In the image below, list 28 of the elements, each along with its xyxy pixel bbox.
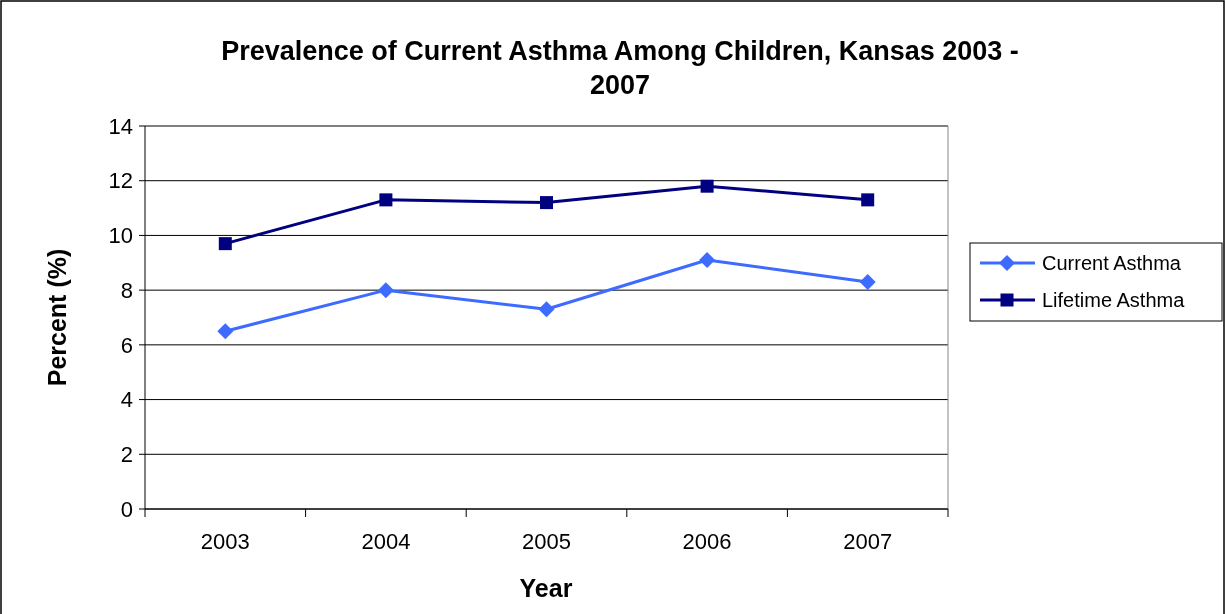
y-axis-title: Percent (%): [43, 248, 71, 387]
x-tick-label: 2007: [843, 529, 893, 554]
chart-title: Prevalence of Current Asthma Among Children, Kansas 2003 - 2007: [221, 36, 1019, 100]
y-tick-label: 6: [120, 332, 133, 358]
x-tick-label: 2005: [522, 529, 571, 554]
y-tick-label: 12: [108, 168, 133, 194]
x-axis-title: Year: [519, 574, 573, 602]
point: [540, 196, 553, 210]
point: [700, 179, 714, 193]
point: [377, 282, 394, 299]
point: [538, 301, 555, 318]
point: [218, 237, 232, 251]
legend-label: Current Asthma: [1042, 252, 1182, 274]
y-tick-label: 4: [120, 387, 133, 413]
y-tick-label: 14: [108, 113, 133, 139]
x-tick-label: 2004: [361, 529, 411, 554]
x-tick-label: 2003: [200, 529, 250, 554]
point: [861, 193, 875, 207]
y-tick-label: 8: [120, 277, 133, 303]
point: [217, 323, 234, 340]
point: [379, 193, 393, 207]
legend-label: Lifetime Asthma: [1042, 289, 1186, 311]
x-tick-label: 2006: [682, 529, 732, 554]
point: [699, 252, 716, 269]
y-tick-label: 10: [108, 223, 133, 249]
y-tick-label: 0: [120, 496, 133, 522]
y-tick-label: 2: [120, 441, 133, 467]
point: [859, 273, 876, 290]
